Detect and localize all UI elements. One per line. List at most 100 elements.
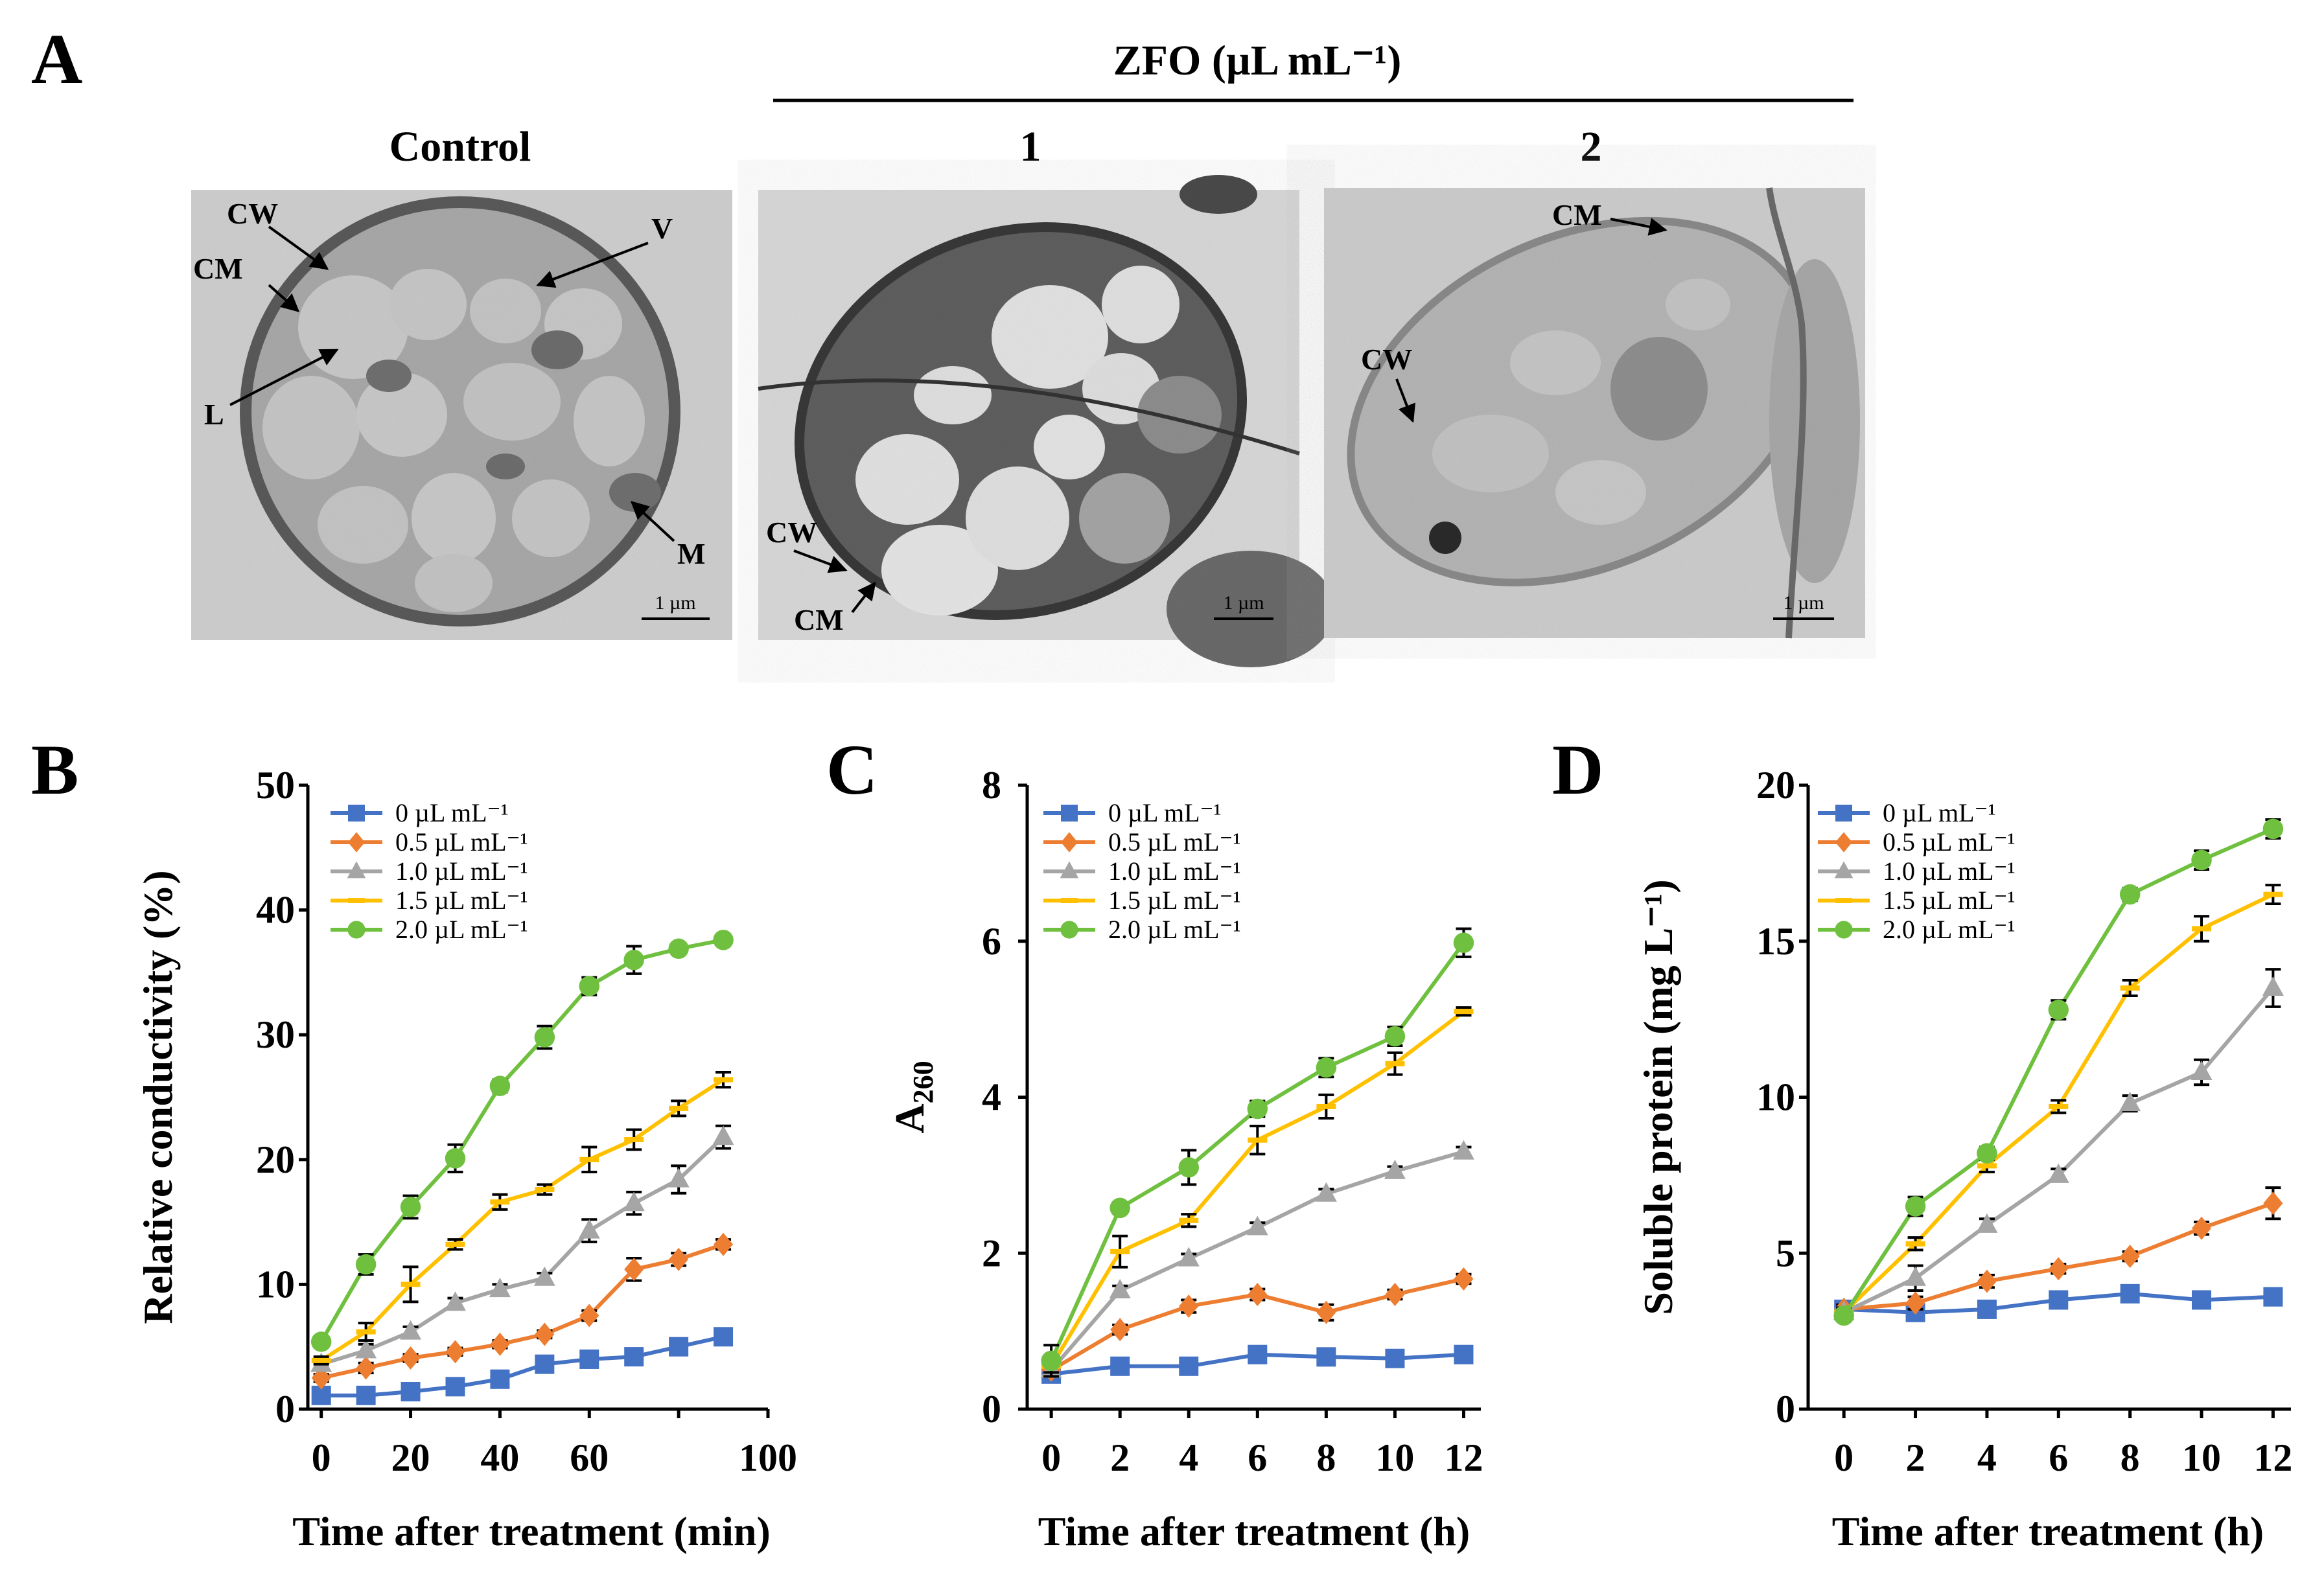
- x-tick-label-c: 4: [1179, 1436, 1198, 1479]
- legend-label-b-3: 1.5 µL mL⁻¹: [395, 886, 528, 915]
- x-tick-label-d: 2: [1906, 1436, 1925, 1479]
- y-tick-label-d: 10: [1756, 1076, 1795, 1119]
- data-point-b-2: [533, 1266, 555, 1286]
- em-image-dose-2: [1324, 187, 1865, 639]
- x-tick-label-d: 0: [1834, 1436, 1853, 1479]
- legend-label-c-3: 1.5 µL mL⁻¹: [1108, 886, 1241, 915]
- data-point-b-3: [669, 1105, 689, 1111]
- data-point-b-0: [579, 1349, 599, 1369]
- y-axis-title-b: Relative conductivity (%): [135, 870, 181, 1324]
- em-title-dose-1: 1: [1020, 123, 1041, 170]
- data-point-b-3: [445, 1241, 465, 1247]
- data-point-b-1: [535, 1322, 555, 1346]
- data-point-b-1: [624, 1258, 644, 1282]
- data-point-b-4: [579, 976, 600, 996]
- legend-label-b-0: 0 µL mL⁻¹: [395, 798, 509, 827]
- data-point-c-1: [1110, 1318, 1130, 1342]
- y-tick-label-d: 15: [1756, 920, 1795, 963]
- data-point-b-1: [311, 1366, 331, 1390]
- em-arrow-cm-2: [1610, 218, 1667, 236]
- y-axis-title-main-c: A: [887, 1103, 933, 1133]
- series-line-b-2: [320, 1135, 725, 1366]
- data-point-b-0: [445, 1377, 465, 1397]
- y-tick-label-b: 20: [256, 1138, 295, 1181]
- data-point-c-0: [1248, 1344, 1268, 1364]
- series-line-b-1: [321, 1242, 725, 1380]
- data-point-b-2: [355, 1339, 377, 1359]
- scale-label-dose-1: 1 µm: [1223, 592, 1264, 614]
- em-label-l: L: [204, 398, 224, 431]
- data-point-b-0: [401, 1382, 421, 1402]
- data-point-d-1: [1905, 1291, 1925, 1315]
- data-point-b-3: [490, 1199, 510, 1205]
- scale-label-control: 1 µm: [655, 592, 695, 614]
- y-tick-label-c: 2: [982, 1232, 1001, 1274]
- data-point-d-4: [1977, 1143, 1997, 1164]
- data-point-b-3: [535, 1187, 555, 1193]
- data-point-b-1: [714, 1232, 734, 1256]
- legend-label-b-4: 2.0 µL mL⁻¹: [395, 915, 528, 944]
- x-tick-label-c: 8: [1316, 1436, 1336, 1479]
- data-point-d-3: [1905, 1241, 1925, 1247]
- data-point-b-4: [534, 1027, 555, 1048]
- data-point-b-3: [624, 1136, 644, 1142]
- data-point-b-3: [714, 1077, 734, 1083]
- data-point-b-0: [624, 1347, 644, 1367]
- data-point-b-0: [356, 1385, 376, 1405]
- x-tick-label-c: 0: [1041, 1436, 1061, 1479]
- data-point-d-4: [2262, 818, 2284, 840]
- data-point-b-3: [311, 1357, 331, 1363]
- em-label-cw: CW: [227, 197, 278, 230]
- legend-marker-d-1: [1835, 832, 1852, 853]
- data-point-c-3: [1110, 1248, 1130, 1254]
- data-point-d-1: [1977, 1269, 1997, 1293]
- series-line-b-4: [320, 937, 724, 1343]
- data-point-b-1: [579, 1304, 599, 1328]
- x-axis-title-d: Time after treatment (h): [1832, 1508, 2264, 1554]
- em-label-cw-2: CW: [1361, 343, 1412, 376]
- x-axis-title-c: Time after treatment (h): [1038, 1508, 1470, 1554]
- data-point-d-1: [2120, 1245, 2140, 1269]
- data-point-c-0: [1110, 1356, 1130, 1376]
- data-point-b-0: [535, 1354, 555, 1374]
- legend-label-d-3: 1.5 µL mL⁻¹: [1883, 886, 2016, 915]
- data-point-c-4: [1041, 1350, 1062, 1372]
- data-point-d-1: [2049, 1257, 2069, 1281]
- x-tick-label-d: 6: [2049, 1436, 2068, 1479]
- x-tick-label-b: 0: [312, 1436, 331, 1479]
- data-point-b-4: [489, 1075, 511, 1096]
- data-point-b-1: [445, 1340, 465, 1364]
- data-point-d-0: [2192, 1290, 2212, 1310]
- x-tick-label-c: 2: [1110, 1436, 1130, 1479]
- legend-marker-d-2: [1834, 861, 1853, 879]
- data-point-b-3: [401, 1282, 421, 1287]
- legend-marker-d-4: [1835, 921, 1853, 939]
- panel-letter-b: B: [31, 730, 78, 809]
- data-point-d-0: [2049, 1290, 2069, 1310]
- data-point-b-2: [623, 1191, 645, 1212]
- y-tick-label-d: 5: [1776, 1232, 1795, 1274]
- chart-b: 0 10 20 30 40 50 0 20 40 60 100 Time after treatmen…: [135, 764, 797, 1554]
- y-axis-title-sub-c: 260: [907, 1061, 939, 1103]
- data-point-c-3: [1179, 1217, 1199, 1223]
- data-point-c-0: [1179, 1356, 1199, 1376]
- data-point-b-2: [578, 1219, 600, 1239]
- data-point-c-4: [1316, 1057, 1337, 1078]
- legend-marker-c-4: [1060, 921, 1078, 939]
- legend-label-b-1: 0.5 µL mL⁻¹: [395, 827, 528, 856]
- legend-marker-b-2: [347, 861, 366, 879]
- em-image-dose-1: [758, 175, 1335, 667]
- y-tick-label-b: 30: [256, 1013, 295, 1056]
- data-point-d-4: [2048, 999, 2069, 1020]
- em-arrow-l: [229, 349, 339, 406]
- legend-label-c-1: 0.5 µL mL⁻¹: [1108, 827, 1241, 856]
- x-tick-label-b: 60: [570, 1436, 609, 1479]
- data-point-d-2: [2190, 1060, 2213, 1080]
- data-point-d-2: [1976, 1213, 1998, 1233]
- panel-letter-d: D: [1552, 730, 1603, 809]
- x-tick-label-b: 100: [739, 1436, 797, 1479]
- legend-label-d-1: 0.5 µL mL⁻¹: [1883, 827, 2016, 856]
- em-title-dose-2: 2: [1581, 123, 1602, 170]
- data-point-b-2: [712, 1125, 734, 1145]
- data-point-d-2: [2262, 976, 2284, 996]
